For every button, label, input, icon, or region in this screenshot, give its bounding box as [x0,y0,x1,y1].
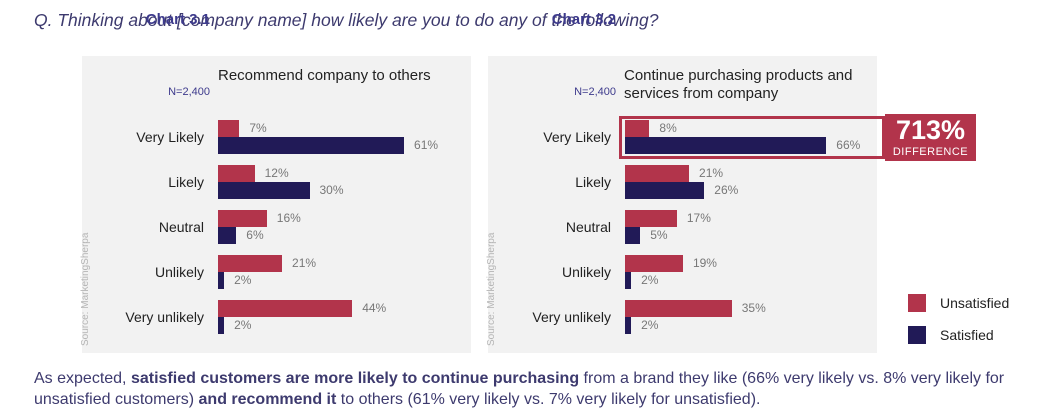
footnote-text: from a brand they like (66% very likely … [34,370,1005,408]
bar-satisfied-neutral [625,227,641,244]
footnote: As expected, satisfied customers are mor… [34,368,1024,410]
category-label: Very unlikely [532,309,611,325]
footnote-emphasis: and recommend it [198,391,337,408]
footnote-text: As expected, [34,370,131,387]
bar-satisfied-very-unlikely [625,317,632,334]
category-label: Very unlikely [125,309,204,325]
bar-satisfied-very-unlikely [218,317,225,334]
category-label: Unlikely [561,264,611,280]
chart-title-line: services from company [624,85,779,102]
value-label: 2% [234,273,252,287]
value-label: 26% [714,183,739,197]
bar-satisfied-very-likely [218,137,405,154]
bar-satisfied-neutral [218,227,237,244]
value-label: 35% [741,301,766,315]
value-label: 66% [836,138,861,152]
question-text: Q. Thinking about [company name] how lik… [34,10,659,30]
value-label: 12% [264,166,289,180]
value-label: 44% [362,301,387,315]
bar-unsatisfied-likely [218,165,255,182]
bar-unsatisfied-unlikely [218,255,283,272]
chart-sample-size: N=2,400 [574,86,616,98]
legend-label-unsatisfied: Unsatisfied [940,295,1010,311]
value-label: 16% [276,211,301,225]
chart-title: Recommend company to others [218,67,431,84]
value-label: 61% [414,138,439,152]
chart-title: Continue purchasing products and service… [624,67,853,103]
source-label: Source: MarketingSherpa [80,232,91,346]
highlight-box [619,116,885,159]
value-label: 7% [249,121,267,135]
legend-label-satisfied: Satisfied [940,327,994,343]
value-label: 8% [659,121,677,135]
value-label: 21% [292,256,317,270]
bar-unsatisfied-very-unlikely [218,300,353,317]
bar-satisfied-very-likely [625,137,827,154]
legend-swatch-satisfied [908,326,926,344]
value-label: 2% [641,318,659,332]
difference-value: 713% [895,115,966,145]
chart-number: Chart 3.1 [145,11,210,28]
category-label: Neutral [565,219,611,235]
chart-number: Chart 3.2 [551,11,616,28]
bar-unsatisfied-very-unlikely [625,300,732,317]
value-label: 30% [319,183,344,197]
bar-satisfied-unlikely [218,272,225,289]
bar-unsatisfied-neutral [625,210,677,227]
value-label: 21% [699,166,724,180]
category-label: Likely [575,174,611,190]
chart-sample-size: N=2,400 [168,86,210,98]
value-label: 2% [234,318,252,332]
bar-unsatisfied-unlikely [625,255,683,272]
bar-unsatisfied-very-likely [625,120,650,137]
footnote-text: to others (61% very likely vs. 7% very l… [336,391,761,408]
footnote-emphasis: satisfied customers are more likely to c… [130,370,580,387]
source-label: Source: MarketingSherpa [486,232,497,346]
category-label: Very Likely [543,129,611,145]
chart-title-line: Continue purchasing products and [624,67,853,84]
bar-unsatisfied-likely [625,165,690,182]
difference-label: DIFFERENCE [892,146,969,158]
bar-unsatisfied-neutral [218,210,267,227]
category-label: Very Likely [136,129,204,145]
legend-swatch-unsatisfied [908,294,926,312]
category-label: Unlikely [154,264,204,280]
value-label: 6% [246,228,264,242]
bar-satisfied-unlikely [625,272,632,289]
category-label: Likely [168,174,204,190]
value-label: 5% [650,228,668,242]
value-label: 2% [641,273,659,287]
value-label: 17% [686,211,711,225]
bar-satisfied-likely [625,182,705,199]
category-label: Neutral [158,219,204,235]
bar-unsatisfied-very-likely [218,120,240,137]
bar-satisfied-likely [218,182,310,199]
difference-callout: 713% DIFFERENCE [885,114,976,161]
value-label: 19% [692,256,717,270]
